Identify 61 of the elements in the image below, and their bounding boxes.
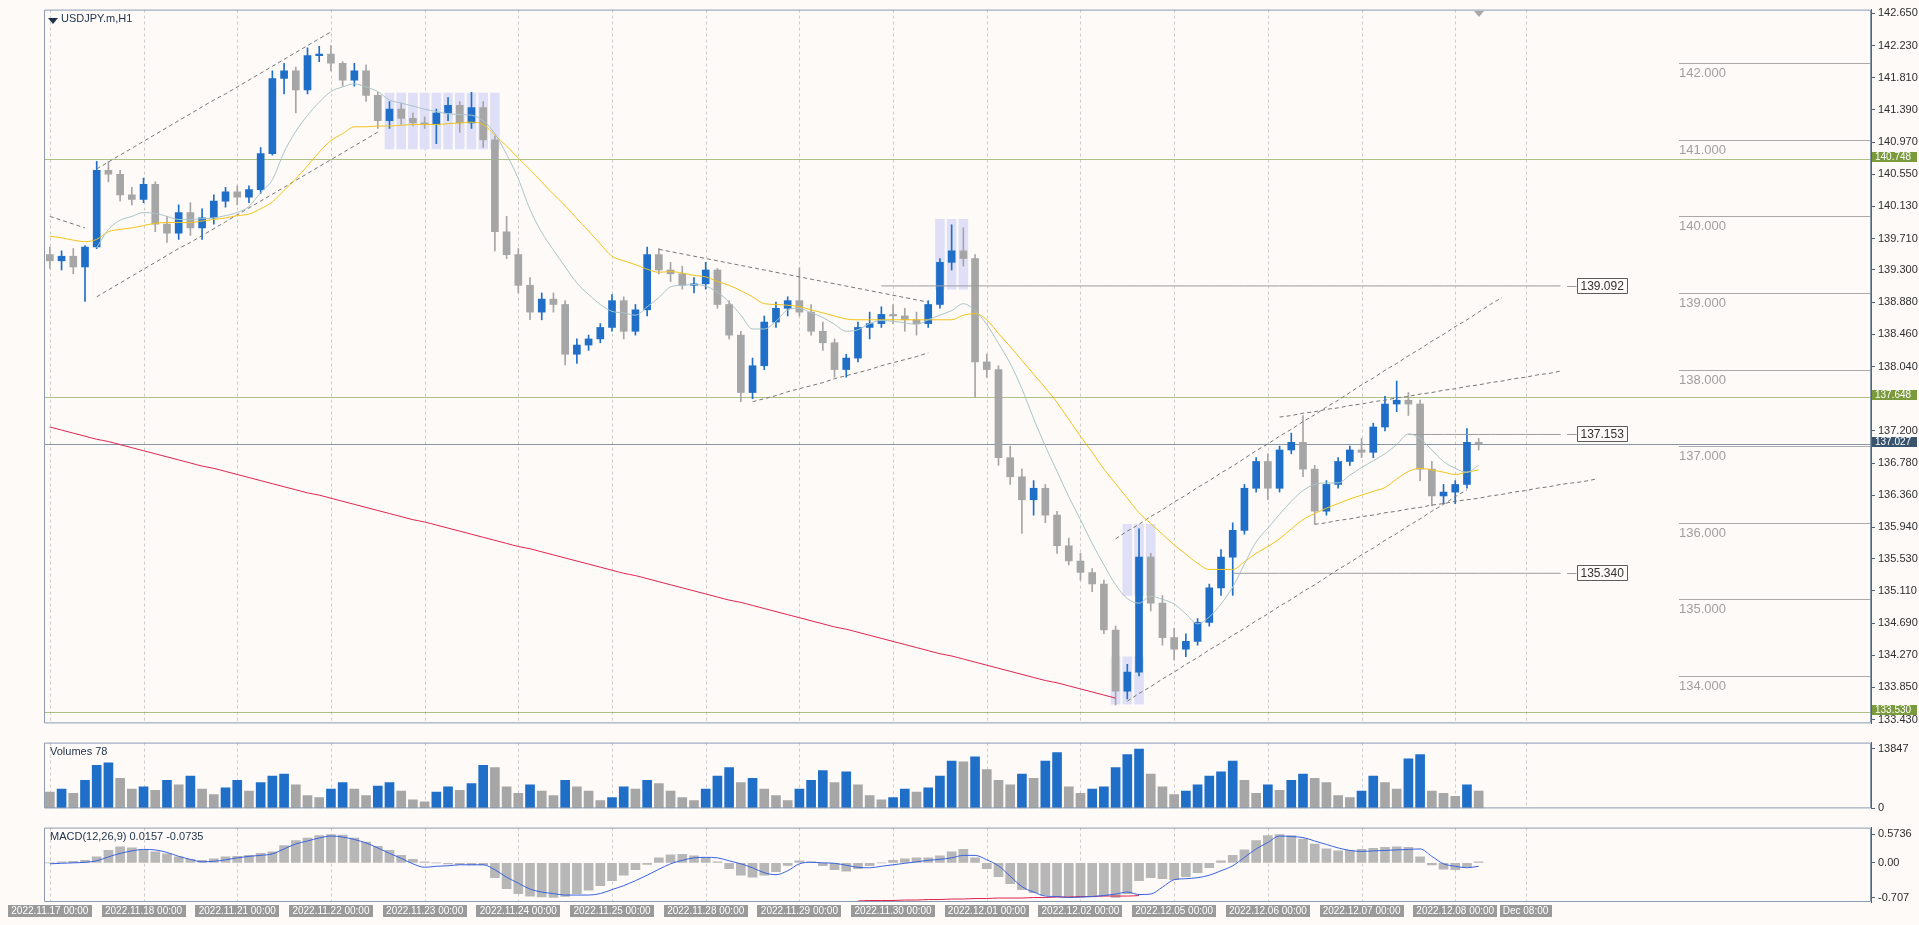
x-tick-label: 2022.11.29 00:00 (760, 905, 839, 917)
x-tick-label: 2022.12.05 00:00 (1135, 905, 1214, 917)
x-tick-label: 2022.11.18 00:00 (104, 905, 183, 917)
ref-line-label: 140.748 (1875, 151, 1912, 163)
y-tick-label: 140.550 (1878, 167, 1918, 180)
x-tick-label: 2022.11.24 00:00 (479, 905, 558, 917)
y-tick-label: 138.040 (1878, 359, 1918, 372)
y-tick-label: 139.710 (1878, 231, 1918, 244)
ref-line-label: 137.027 (1875, 436, 1912, 448)
x-tick-label: Dec 08:00 (1502, 905, 1549, 917)
chart-title: Volumes 78 (50, 745, 108, 758)
y-tick-label: 0.00 (1878, 855, 1900, 868)
legend-label: 135.340 (1580, 565, 1625, 580)
ref-line-label: 141.000 (1679, 141, 1726, 157)
y-tick-label: 140.130 (1878, 199, 1918, 212)
ref-line-label: 139.000 (1679, 294, 1726, 310)
y-tick-label: 134.690 (1878, 616, 1918, 629)
x-tick-label: 2022.12.02 00:00 (1041, 905, 1120, 917)
y-tick-label: 139.300 (1878, 263, 1918, 276)
ref-line-label: 142.000 (1679, 64, 1726, 80)
x-tick-label: 2022.11.25 00:00 (573, 905, 651, 917)
x-tick-label: 2022.11.17 00:00 (11, 905, 89, 917)
x-tick-label: 2022.11.22 00:00 (292, 905, 370, 917)
x-tick-label: 2022.12.01 00:00 (947, 905, 1027, 917)
y-tick-label: 142.230 (1878, 38, 1918, 51)
y-tick-label: 141.390 (1878, 102, 1918, 115)
ref-line-label: 135.000 (1679, 600, 1726, 616)
y-tick-label: 142.650 (1878, 6, 1918, 19)
y-tick-label: 137.200 (1878, 423, 1918, 436)
y-tick-label: 135.940 (1878, 520, 1918, 533)
y-tick-label: 133.850 (1878, 680, 1918, 693)
y-tick-label: 138.460 (1878, 327, 1918, 340)
x-tick-label: 2022.11.23 00:00 (386, 905, 464, 917)
x-tick-label: 2022.11.30 00:00 (854, 905, 933, 917)
ref-line-label: 137.000 (1679, 447, 1726, 463)
x-tick-label: 2022.12.06 00:00 (1228, 905, 1308, 917)
y-tick-label: 13847 (1878, 741, 1909, 754)
y-tick-label: -0.707 (1878, 890, 1910, 903)
y-tick-label: 0 (1878, 801, 1885, 814)
chart-title: USDJPY.m,H1 (61, 12, 133, 25)
y-tick-label: 136.780 (1878, 456, 1918, 469)
y-tick-label: 135.110 (1878, 583, 1917, 596)
x-tick-label: 2022.11.28 00:00 (667, 905, 745, 917)
legend-label: 137.153 (1580, 426, 1625, 441)
y-tick-label: 141.810 (1878, 70, 1918, 83)
y-tick-label: 136.360 (1878, 488, 1918, 501)
ref-line-label: 136.000 (1679, 524, 1726, 540)
x-tick-label: 2022.12.07 00:00 (1322, 905, 1401, 917)
y-tick-label: 135.530 (1878, 551, 1918, 564)
ref-line-label: 138.000 (1679, 371, 1726, 387)
legend-label: 139.092 (1580, 278, 1625, 293)
ref-line-label: 140.000 (1679, 217, 1726, 233)
y-tick-label: 138.880 (1878, 295, 1918, 308)
ref-line-label: 137.648 (1875, 389, 1912, 401)
y-tick-label: 140.970 (1878, 135, 1918, 148)
y-tick-label: 134.270 (1878, 648, 1918, 661)
x-tick-label: 2022.11.21 00:00 (198, 905, 277, 917)
chart-title: MACD(12,26,9) 0.0157 -0.0735 (50, 830, 204, 843)
y-tick-label: 0.5736 (1878, 827, 1912, 840)
x-tick-label: 2022.12.08 00:00 (1416, 905, 1495, 917)
ref-line-label: 134.000 (1679, 677, 1726, 693)
